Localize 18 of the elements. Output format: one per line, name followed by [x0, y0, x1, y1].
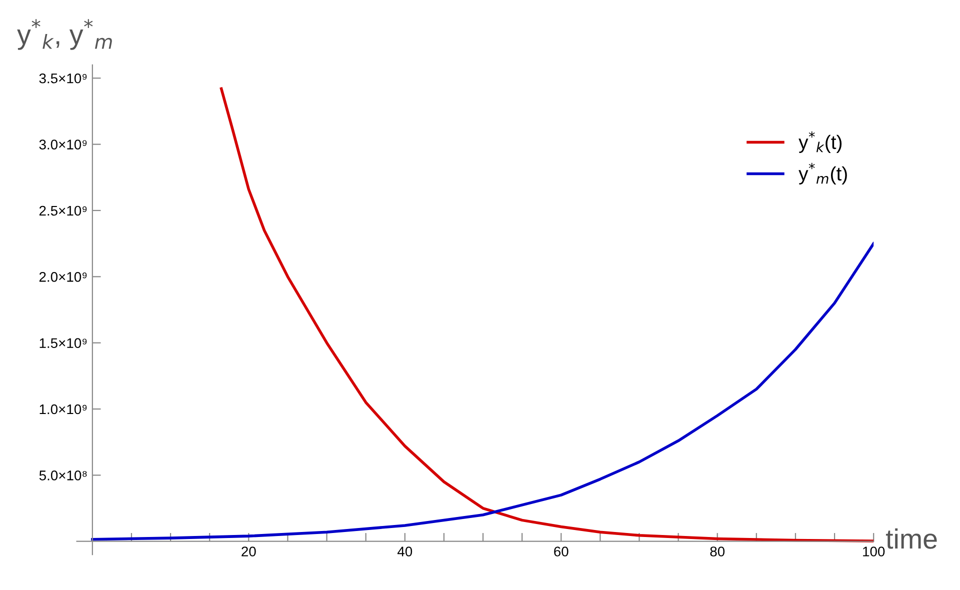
line-series: [220, 87, 874, 542]
x-axis-title: time: [886, 528, 937, 549]
legend-label: y$^{*}$$_{m}$(t): [798, 162, 847, 184]
x-tick-label: 100: [863, 546, 885, 556]
y-tick-label: 1.5×10⁹: [40, 338, 87, 348]
y-tick-label: 2.0×10⁹: [39, 272, 87, 282]
x-tick-label: 40: [397, 546, 412, 556]
y-tick-label: 3.5×10⁹: [39, 73, 87, 84]
x-tick-label: 80: [710, 546, 725, 556]
line-series: [91, 242, 874, 541]
y-axis-title: y$^{*}$$_{k}$, y$^{*}$$_{m}$: [17, 19, 112, 50]
legend-label: y$^{*}$$_{k}$(t): [798, 131, 842, 153]
x-tick-label: 20: [242, 546, 256, 556]
y-tick-label: 3.0×10⁹: [39, 140, 87, 150]
y-tick-label: 5.0×10⁸: [39, 470, 87, 480]
y-tick-label: 2.5×10⁹: [39, 206, 87, 216]
y-tick-label: 1.0×10⁹: [40, 404, 87, 414]
x-tick-label: 60: [554, 546, 568, 556]
